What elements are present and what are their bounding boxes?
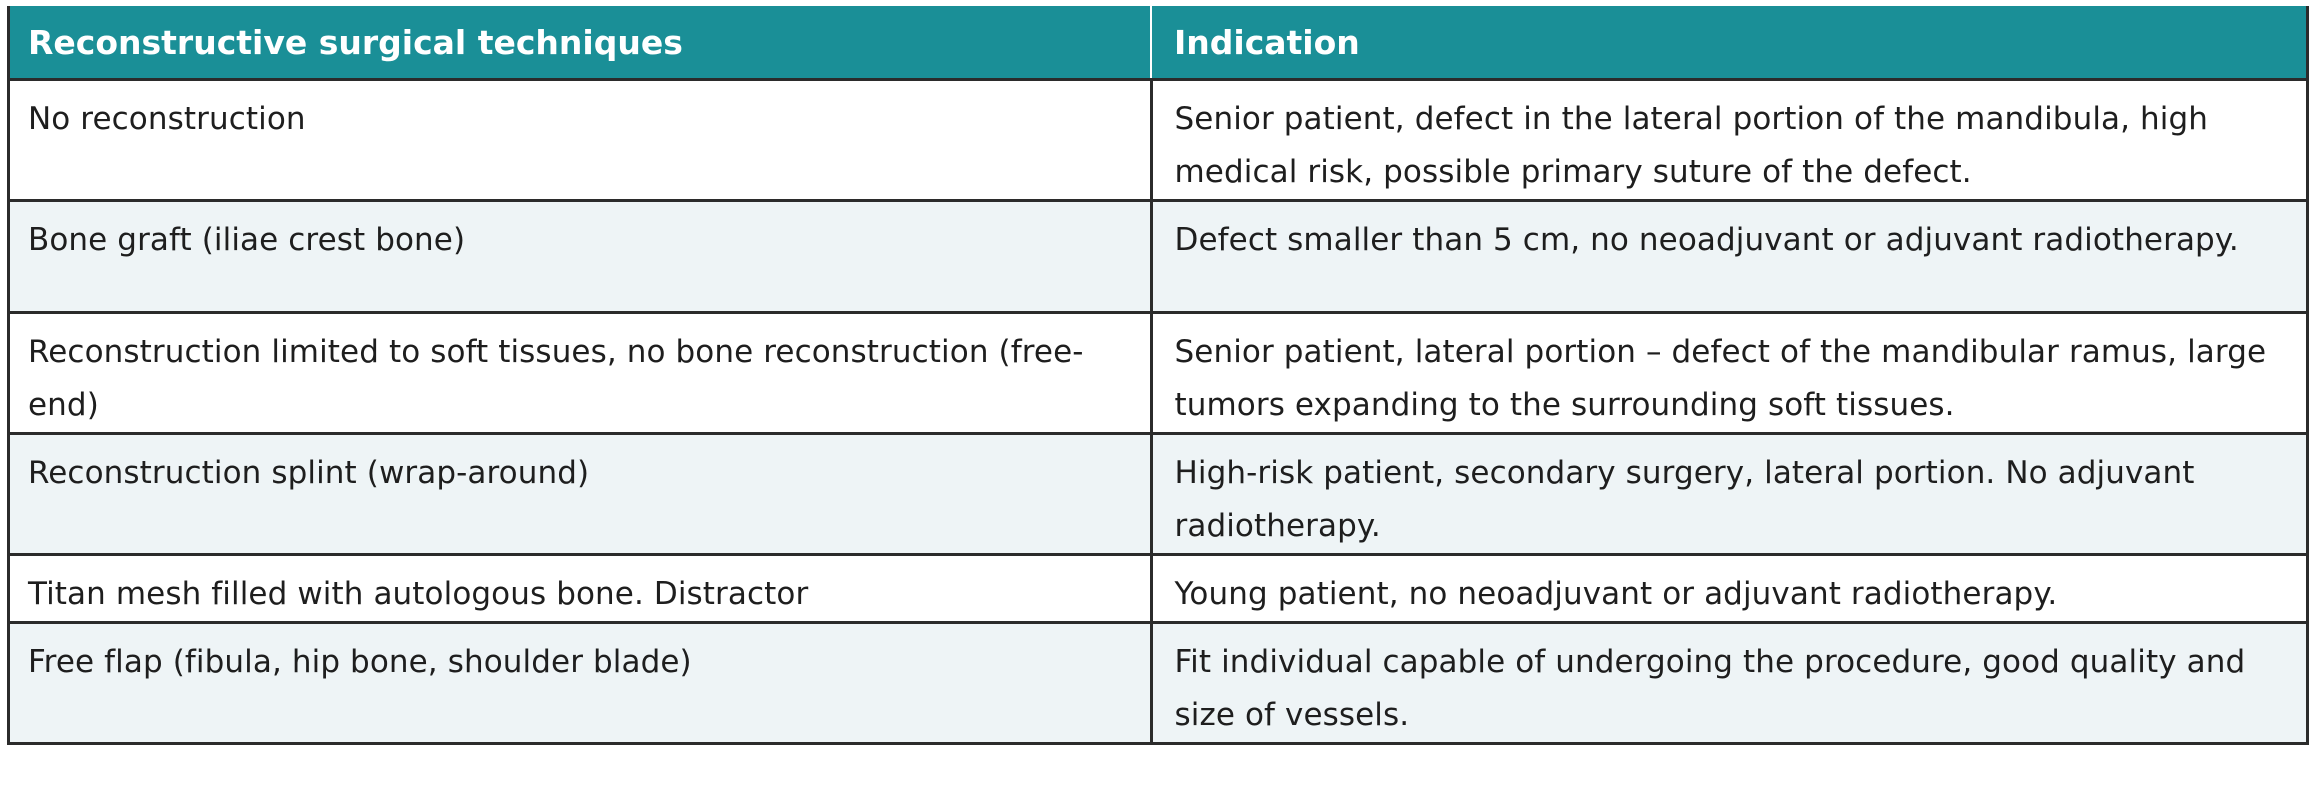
technique-cell: Free flap (fibula, hip bone, shoulder bl… <box>10 621 1151 742</box>
table-row: Reconstruction splint (wrap-around) High… <box>10 432 2306 555</box>
table-body: No reconstruction Senior patient, defect… <box>10 79 2306 742</box>
table-header: Reconstructive surgical techniques Indic… <box>10 6 2306 81</box>
technique-cell: Titan mesh filled with autologous bone. … <box>10 553 1151 623</box>
techniques-table-container: Reconstructive surgical techniques Indic… <box>7 6 2309 745</box>
table-row: Titan mesh filled with autologous bone. … <box>10 553 2306 623</box>
indication-cell: Senior patient, lateral portion – defect… <box>1149 311 2306 434</box>
table-row: Reconstruction limited to soft tissues, … <box>10 311 2306 434</box>
technique-cell: Reconstruction splint (wrap-around) <box>10 432 1151 555</box>
indication-cell: Young patient, no neoadjuvant or adjuvan… <box>1149 553 2306 623</box>
indication-cell: Fit individual capable of undergoing the… <box>1149 621 2306 742</box>
header-row: Reconstructive surgical techniques Indic… <box>10 6 2306 81</box>
indication-cell: Defect smaller than 5 cm, no neoadjuvant… <box>1149 199 2306 313</box>
table-row: No reconstruction Senior patient, defect… <box>10 79 2306 201</box>
table-row: Bone graft (iliae crest bone) Defect sma… <box>10 199 2306 313</box>
techniques-table: Reconstructive surgical techniques Indic… <box>10 6 2306 742</box>
indication-cell: High-risk patient, secondary surgery, la… <box>1149 432 2306 555</box>
technique-cell: Bone graft (iliae crest bone) <box>10 199 1151 313</box>
technique-cell: Reconstruction limited to soft tissues, … <box>10 311 1151 434</box>
table-row: Free flap (fibula, hip bone, shoulder bl… <box>10 621 2306 742</box>
column-header-indication: Indication <box>1150 6 2306 81</box>
technique-cell: No reconstruction <box>10 79 1151 201</box>
indication-cell: Senior patient, defect in the lateral po… <box>1149 79 2306 201</box>
column-header-technique: Reconstructive surgical techniques <box>10 6 1151 81</box>
